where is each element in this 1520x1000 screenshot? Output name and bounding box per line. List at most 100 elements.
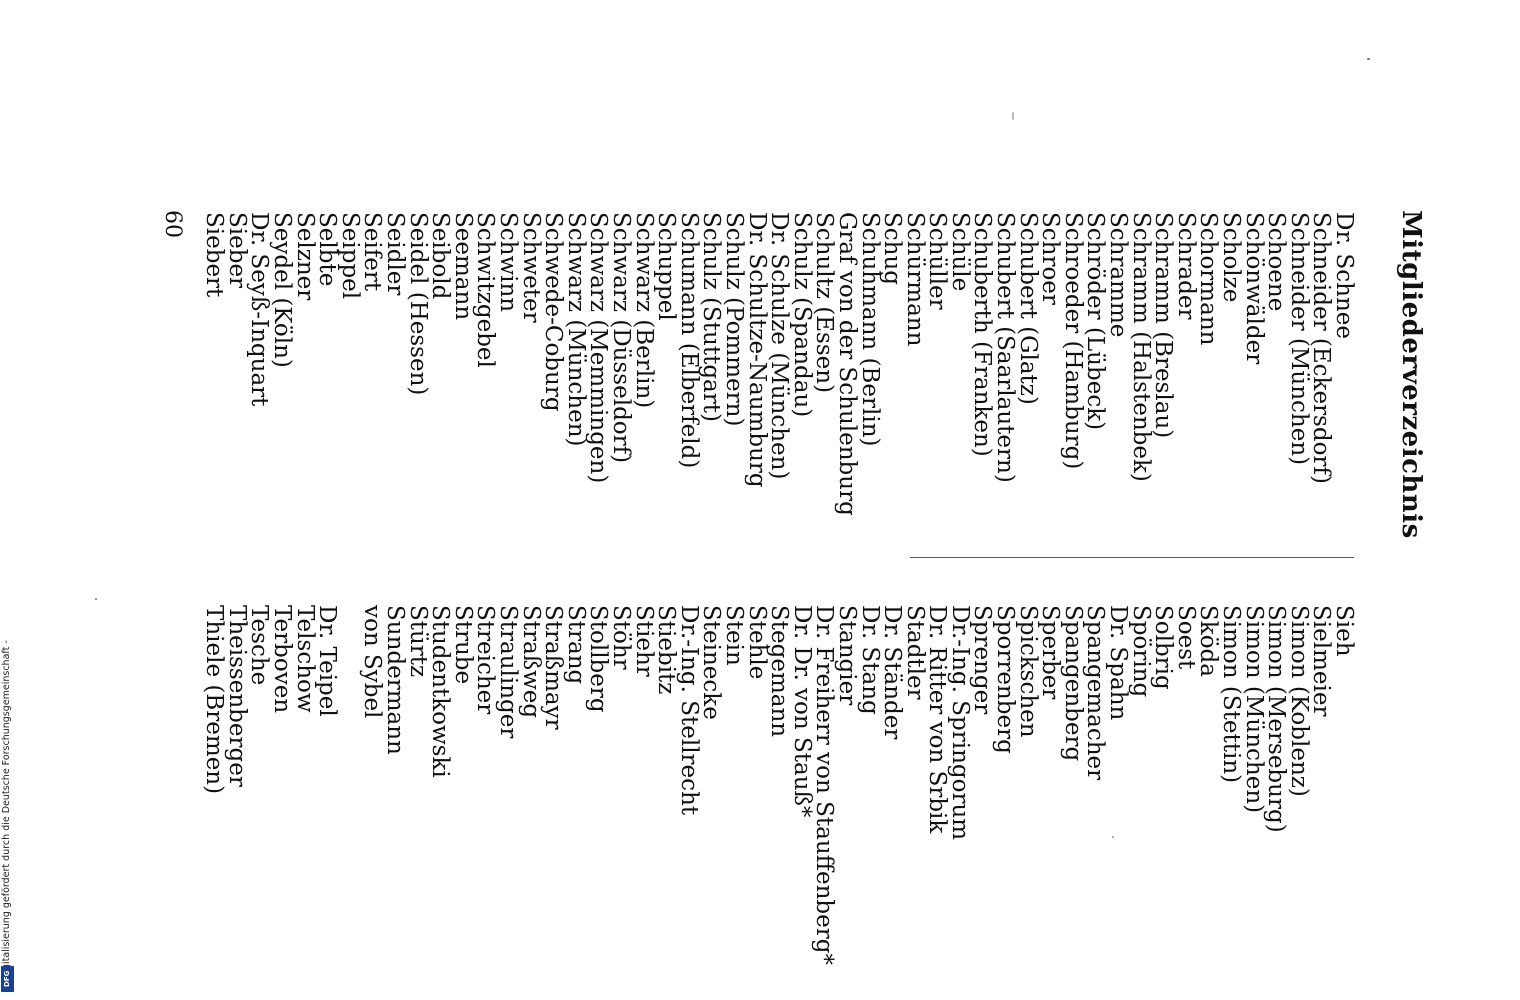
member-entry: Straßmayr — [540, 605, 567, 730]
member-entry: Seemann — [449, 212, 476, 321]
member-entry: Sporrenberg — [992, 605, 1019, 754]
member-entry: Schulz (Stuttgart) — [698, 212, 725, 422]
member-entry: Dr. Freiherr von Stauffenberg* — [811, 605, 838, 965]
member-entry: Schubert (Glatz) — [1014, 212, 1041, 405]
member-entry: Stollberg — [585, 605, 612, 713]
member-entry: Dr. Dr. von Stauß* — [788, 605, 815, 818]
member-entry: Theissenberger — [223, 605, 250, 787]
page-heading: Mitgliederverzeichnis — [1396, 210, 1426, 539]
member-entry: Siebert — [201, 212, 228, 298]
member-entry: Schwarz (Memmingen) — [585, 212, 612, 484]
member-entry: Dr. Schultze-Naumburg — [743, 212, 770, 488]
member-entry: Stadtler — [901, 605, 928, 700]
member-entry: Seifert — [359, 212, 386, 292]
member-entry: Dr. Spahn — [1105, 605, 1132, 721]
member-entry: Schröder (Lübeck) — [1082, 212, 1109, 431]
member-entry: Streicher — [472, 605, 499, 715]
page-number: 60 — [160, 210, 185, 238]
member-entry: Schultz (Essen) — [811, 212, 838, 394]
member-entry: Schroeder (Hamburg) — [1059, 212, 1086, 470]
member-entry: Terboven — [269, 605, 296, 714]
member-entry: Sielmeier — [1308, 605, 1335, 717]
member-entry: Dr. Schnee — [1331, 212, 1357, 340]
member-entry: Schuhmann (Berlin) — [856, 212, 883, 447]
member-entry: Dr. Ritter von Srbik — [924, 605, 951, 834]
member-entry: Schwarz (Düsseldorf) — [608, 212, 634, 464]
member-entry: Dr. Schulze (München) — [766, 212, 793, 480]
member-entry: Soest — [1172, 605, 1199, 670]
member-entry: Stehle — [743, 605, 770, 680]
member-entry: Selbte — [314, 212, 341, 287]
member-entry: Simon (Koblenz) — [1285, 605, 1312, 797]
member-entry: Dr.-Ing. Springorum — [946, 605, 973, 841]
member-entry: Telschow — [291, 605, 318, 713]
scan-speck — [1112, 836, 1114, 838]
member-entry: Schormann — [1195, 212, 1222, 346]
member-entry: Schuppel — [653, 212, 680, 321]
member-entry: Schug — [879, 212, 906, 285]
member-entry: Spangenberg — [1059, 605, 1086, 762]
member-entry: Stiebitz — [653, 605, 680, 695]
member-entry: Strube — [449, 605, 476, 685]
member-entry: Sundermann — [382, 605, 409, 755]
scan-speck — [1012, 112, 1014, 120]
member-entry: Scholze — [1218, 212, 1245, 303]
member-entry: Schramm (Halstenbek) — [1127, 212, 1154, 482]
member-entry: Solbrig — [1150, 605, 1177, 690]
member-entry: Seidel (Hessen) — [404, 212, 431, 396]
funding-note: Digitalisierung gefördert durch die Deut… — [0, 600, 14, 995]
funding-note-text: Digitalisierung gefördert durch die Deut… — [1, 640, 12, 980]
member-entry: Dr. Stang — [856, 605, 883, 715]
member-entry: Studentkowski — [427, 605, 454, 778]
member-entry: Schwinn — [495, 212, 522, 313]
member-entry: Spickschen — [1014, 605, 1041, 738]
member-entry: Sieh — [1331, 605, 1357, 657]
member-entry: Strang — [562, 605, 589, 685]
scan-speck — [95, 598, 97, 600]
member-entry: Schoene — [1263, 212, 1290, 312]
member-entry: Seippel — [336, 212, 363, 300]
member-entry: Schweter — [517, 212, 544, 323]
member-entry: Schumann (Elberfeld) — [675, 212, 702, 469]
member-list-right-column: Sieh Sielmeier Simon (Koblenz) Simon (Merse… — [201, 605, 1357, 965]
member-entry: Stürtz — [404, 605, 431, 678]
member-entry: Simon (Merseburg) — [1263, 605, 1290, 833]
member-entry: Simon (München) — [1240, 605, 1267, 814]
member-entry: Schramme — [1105, 212, 1132, 338]
member-entry: Schrader — [1172, 212, 1199, 320]
member-entry: Schroer — [1037, 212, 1064, 305]
member-entry: Straßweg — [517, 605, 544, 719]
member-list-left-column: Dr. Schnee Schneider (Eckersdorf) Schneide… — [201, 212, 1357, 516]
member-entry: Stegemann — [766, 605, 793, 738]
member-entry: Schüle — [946, 212, 973, 292]
member-entry: Schneider (Eckersdorf) — [1308, 212, 1335, 484]
member-entry: Graf von der Schulenburg — [833, 212, 860, 516]
member-entry: Schwarz (Berlin) — [630, 212, 657, 409]
member-entry: Spangemacher — [1082, 605, 1109, 781]
member-entry: Spöring — [1127, 605, 1154, 698]
member-entry — [338, 605, 361, 965]
member-entry: Dr.-Ing. Stellrecht — [675, 605, 702, 816]
dfg-logo: DFG — [1, 966, 14, 992]
member-entry: Schramm (Breslau) — [1150, 212, 1177, 439]
member-entry: Schürmann — [901, 212, 928, 347]
member-entry: Seibold — [427, 212, 454, 300]
member-entry: Stangier — [833, 605, 860, 706]
member-entry: Straulinger — [495, 605, 522, 739]
member-entry: Schüller — [924, 212, 951, 310]
member-entry: Stein — [720, 605, 747, 666]
member-entry: Seidler — [382, 212, 409, 296]
member-entry: Schuberth (Franken) — [969, 212, 996, 457]
member-entry: Schubert (Saarlautern) — [992, 212, 1019, 483]
member-entry: Dr. Teipel — [314, 605, 341, 717]
member-entry: Schulz (Pommern) — [720, 212, 747, 427]
member-entry: Sprenger — [969, 605, 996, 715]
member-entry: Schwarz (München) — [562, 212, 589, 447]
member-entry: Schwitzgebel — [472, 212, 499, 368]
member-entry: Sköda — [1195, 605, 1222, 677]
member-entry: Tesche — [246, 605, 273, 686]
member-entry: Selzner — [291, 212, 318, 301]
member-entry: Steinecke — [698, 605, 725, 720]
member-entry: Schulz (Spandau) — [788, 212, 815, 418]
